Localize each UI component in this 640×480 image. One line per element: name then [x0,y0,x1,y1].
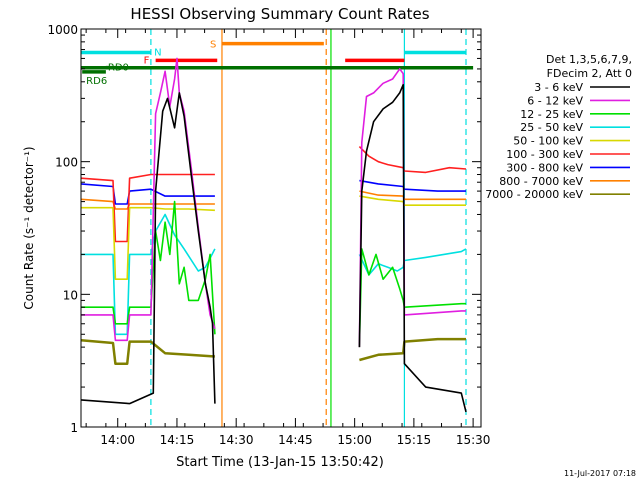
plot-frame [80,28,482,428]
x-tick-label: 15:00 [337,433,372,447]
legend-label: 300 - 800 keV [506,161,583,174]
observing-flag-label: N [154,48,161,59]
y-tick-label: 1 [70,421,78,435]
x-tick-label: 15:30 [456,433,491,447]
y-axis-label: Count Rate (s⁻¹ detector⁻¹) [22,146,36,309]
x-tick-label: 14:30 [219,433,254,447]
series-layer [80,57,467,413]
series-line [358,83,467,413]
series-line [358,146,467,174]
observing-flag-label: F [144,55,150,66]
series-line [359,195,466,206]
legend-label: 800 - 7000 keV [499,175,583,188]
y-tick-label: 100 [55,156,78,170]
x-tick-label: 14:45 [278,433,313,447]
x-tick-label: 14:15 [160,433,195,447]
series-line [81,206,215,280]
date-stamp: 11-Jul-2017 07:18 [564,469,636,478]
series-line [80,339,215,365]
series-line [358,248,466,348]
series-line [358,248,467,276]
series-line [359,337,466,362]
series-line [358,68,466,348]
observing-flag-label: S [210,40,216,51]
legend-label: 50 - 100 keV [513,135,583,148]
series-line [80,173,215,243]
x-tick-label: 15:15 [397,433,432,447]
legend-label: 7000 - 20000 keV [485,188,583,201]
chart-title: HESSI Observing Summary Count Rates [130,5,429,23]
legend-header-line-2: FDecim 2, Att 0 [547,67,632,80]
legend-header-line-1: Det 1,3,5,6,7,9, [546,53,632,66]
y-tick-label: 10 [63,288,78,302]
series-line [80,92,216,405]
x-tick-label: 14:00 [100,433,135,447]
y-tick-label: 1000 [47,23,78,37]
legend-label: 25 - 50 keV [520,121,583,134]
legend-label: 100 - 300 keV [506,148,583,161]
y-axis: 1 10 100 1000 [47,23,481,435]
x-axis-label: Start Time (13-Jan-15 13:50:42) [176,455,384,470]
legend-label: 6 - 12 keV [527,94,583,107]
x-axis: 14:00 14:15 14:30 14:45 15:00 15:15 15:30 [85,29,491,447]
series-line [359,179,466,192]
annotation-bars: RD6RD0NFS [81,40,474,87]
legend-label: 3 - 6 keV [534,81,583,94]
series-line [81,213,216,336]
observing-flag-label: RD6 [86,76,107,87]
series-line [81,200,216,335]
legend-label: 12 - 25 keV [520,108,583,121]
